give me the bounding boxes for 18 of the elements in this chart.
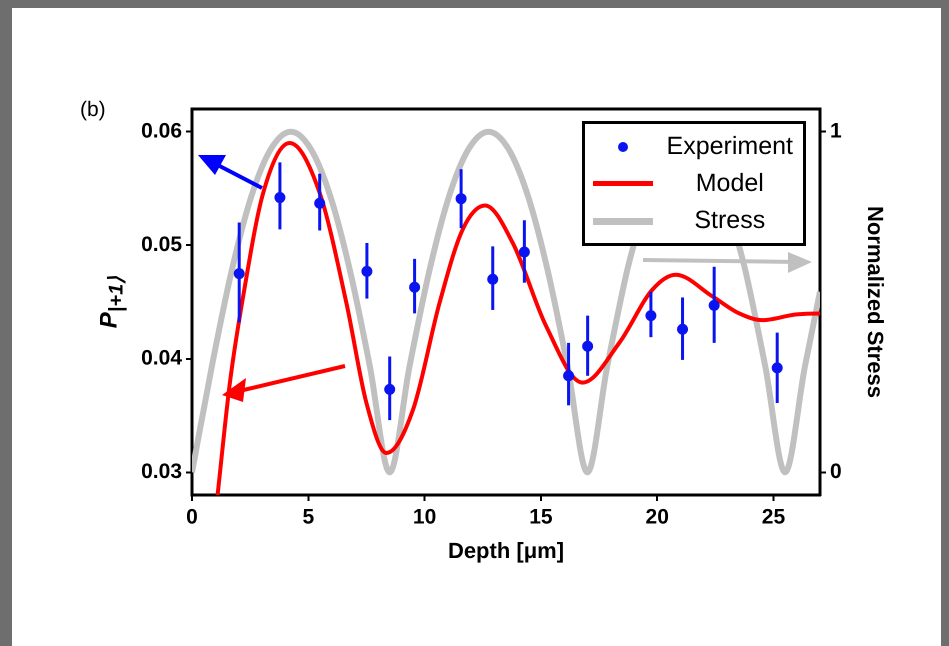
- y-tick-label: 0.04: [141, 346, 182, 370]
- y2-tick-label: 0: [830, 460, 842, 484]
- x-tick-label: 10: [412, 505, 436, 528]
- y2-tick-label: 1: [830, 120, 842, 143]
- y-tick-label: 0.03: [141, 460, 182, 484]
- legend-label: Model: [694, 169, 765, 198]
- x-tick-label: 5: [302, 505, 314, 528]
- text: (b): [80, 98, 106, 122]
- x-tick-label: 0: [186, 505, 198, 528]
- x-tick-label: 25: [762, 505, 786, 528]
- y2-axis-title: Normalized Stress: [862, 206, 888, 398]
- x-axis-title: Depth [μm]: [448, 538, 564, 564]
- y-tick-label: 0.06: [141, 120, 182, 143]
- y-tick-label: 0.05: [141, 233, 182, 256]
- x-tick-label: 20: [646, 505, 669, 528]
- legend-label: Experiment: [666, 132, 793, 161]
- legend-label: Stress: [693, 206, 766, 235]
- x-tick-label: 15: [529, 505, 553, 528]
